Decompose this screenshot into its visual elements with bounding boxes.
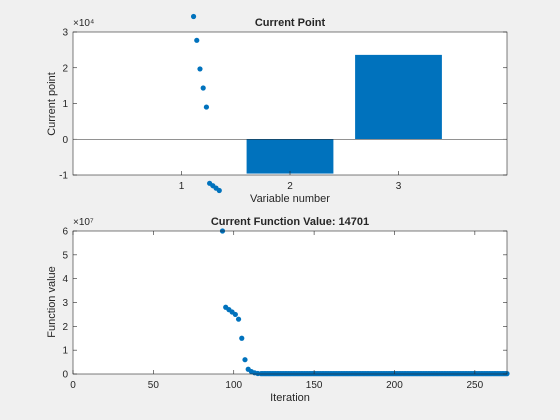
- data-point: [203, 104, 210, 110]
- y-tick-label: 5: [62, 250, 68, 261]
- y-tick-label: -1: [59, 171, 68, 182]
- plot1-title: Current Point: [255, 17, 326, 29]
- x-tick-label: 0: [70, 380, 76, 391]
- bar-2: [246, 139, 334, 174]
- data-point: [242, 357, 248, 363]
- plot1-xlabel: Variable number: [250, 193, 330, 205]
- plot1-ticks: 1 2 3 -1 0 1 2 3: [59, 28, 507, 192]
- x-tick-label: 200: [386, 380, 403, 391]
- y-tick-label: 3: [62, 298, 68, 309]
- x-tick-label: 250: [467, 380, 484, 391]
- x-tick-label: 50: [148, 380, 160, 391]
- data-point: [232, 311, 238, 318]
- bar-3: [355, 54, 442, 140]
- y-tick-label: 2: [62, 322, 68, 333]
- plot2-ylabel: Function value: [46, 266, 58, 338]
- y-tick-label: 6: [62, 227, 68, 238]
- plot2-axes-background: [73, 231, 507, 374]
- plot1-ylabel: Current point: [46, 72, 58, 136]
- plot1-axes-box: [72, 31, 508, 176]
- y-tick-label: 4: [62, 274, 68, 285]
- plot2-y-multiplier: ×10⁷: [73, 217, 94, 228]
- scatter-chart-function-value: 0 50 100 150 200 250 0 1 2 3 4 5 6 Current Function …: [46, 13, 510, 404]
- y-tick-label: 1: [62, 99, 68, 110]
- data-point: [235, 316, 242, 322]
- plot2-axes-box: [72, 230, 508, 375]
- y-tick-label: 1: [62, 346, 68, 357]
- plot2-title: Current Function Value: 14701: [211, 216, 369, 228]
- y-tick-label: 3: [62, 28, 68, 39]
- data-point: [197, 66, 203, 72]
- x-tick-label: 1: [179, 181, 185, 192]
- data-point: [239, 335, 245, 341]
- data-point: [194, 37, 200, 43]
- plot2-points: [190, 13, 510, 377]
- plot2-ticks: 0 50 100 150 200 250 0 1 2 3 4 5 6: [62, 227, 507, 391]
- data-point: [190, 13, 197, 20]
- data-point: [200, 85, 206, 91]
- plot2-xlabel: Iteration: [270, 392, 310, 404]
- data-point: [216, 187, 222, 194]
- plot1-bars: [73, 54, 507, 174]
- y-tick-label: 2: [62, 63, 68, 74]
- x-tick-label: 100: [225, 380, 242, 391]
- plot1-y-multiplier: ×10⁴: [73, 18, 94, 29]
- x-tick-label: 2: [287, 181, 293, 192]
- x-tick-label: 3: [396, 181, 402, 192]
- y-tick-label: 0: [62, 135, 68, 146]
- x-tick-label: 150: [306, 380, 323, 391]
- y-tick-label: 0: [62, 370, 68, 381]
